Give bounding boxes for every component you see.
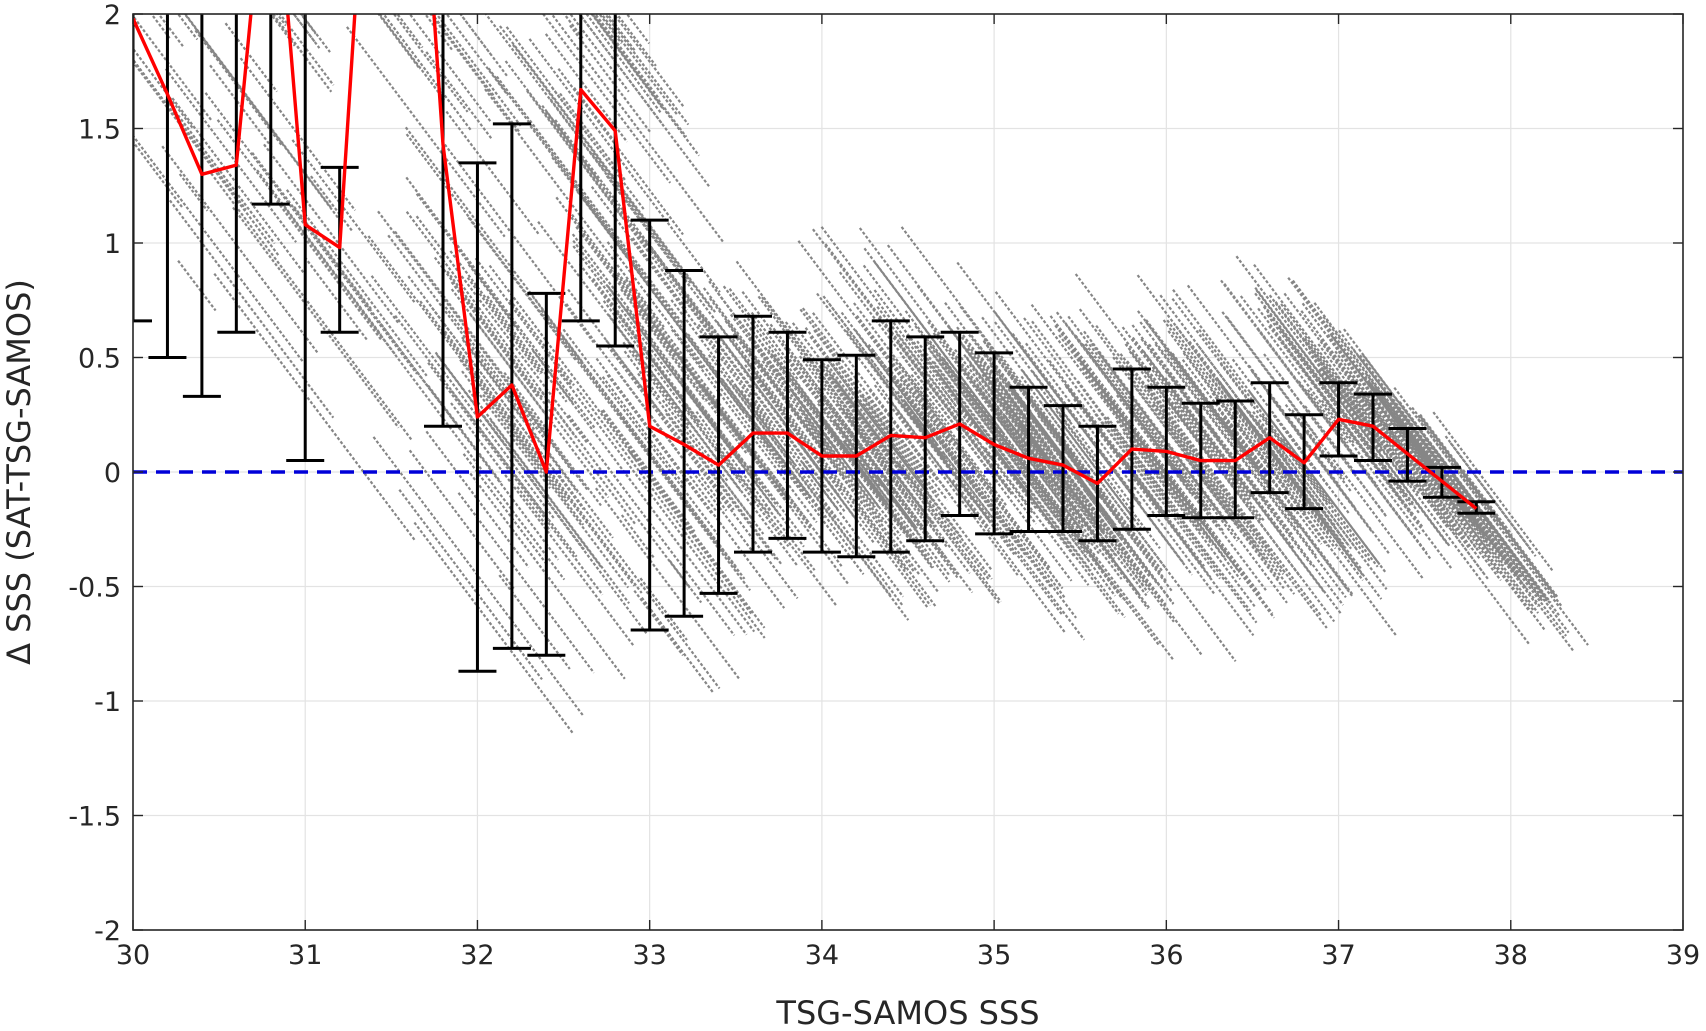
y-tick-label: -1.5: [68, 802, 121, 833]
errorbar: [217, 14, 256, 334]
y-tick-label: 0: [104, 458, 121, 489]
y-tick-label: -1: [94, 687, 121, 718]
y-tick-label: -0.5: [68, 573, 121, 604]
y-tick-label: 2: [104, 0, 121, 31]
mean-line: [133, 14, 1478, 510]
x-tick-label: 34: [805, 940, 839, 971]
x-axis-label: TSG-SAMOS SSS: [775, 994, 1039, 1031]
x-tick-label: 33: [632, 940, 666, 971]
x-tick-label: 32: [460, 940, 494, 971]
x-tick-label: 37: [1321, 940, 1355, 971]
axis-ticks: 30 31 32 33 34 35 36 37 38 39 -2 -1.5 -1 -0.5 0 0.5 1 1.5…: [68, 0, 1700, 971]
x-tick-label: 31: [288, 940, 322, 971]
x-tick-label: 39: [1666, 940, 1700, 971]
x-tick-label: 30: [116, 940, 150, 971]
errorbar: [148, 14, 187, 359]
x-tick-label: 36: [1149, 940, 1183, 971]
errorbar: [133, 14, 152, 323]
errorbar: [527, 291, 566, 657]
y-tick-label: 1.5: [78, 115, 121, 146]
x-tick-label: 38: [1494, 940, 1528, 971]
errorbar: [768, 330, 807, 540]
errorbar: [1044, 404, 1082, 534]
error-bars: [133, 14, 1496, 673]
errorbar: [320, 165, 359, 334]
x-tick-label: 35: [977, 940, 1011, 971]
y-tick-label: 1: [104, 229, 121, 260]
errorbar: [251, 14, 290, 206]
y-tick-label: 0.5: [78, 344, 121, 375]
mean-polyline: [133, 14, 1478, 510]
errorbar: [182, 14, 221, 398]
y-axis-label: Δ SSS (SAT-TSG-SAMOS): [0, 279, 38, 665]
y-tick-label: -2: [94, 916, 121, 947]
